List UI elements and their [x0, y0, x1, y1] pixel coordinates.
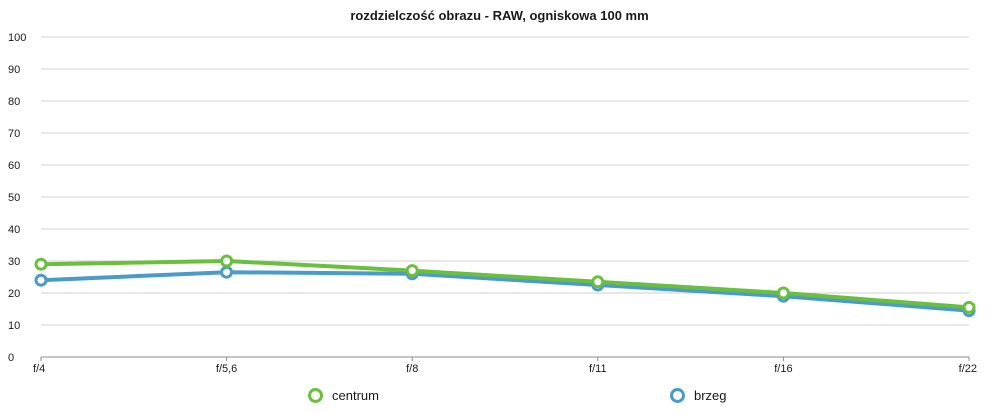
y-tick-label-100: 100 [8, 32, 26, 44]
point-centrum-2 [405, 264, 419, 278]
y-tick-label-70: 70 [8, 128, 20, 140]
legend-item-brzeg: brzeg [670, 388, 727, 403]
x-tick-label-3: f/11 [589, 363, 607, 375]
y-tick-label-20: 20 [8, 288, 20, 300]
legend-label-brzeg: brzeg [694, 388, 727, 403]
legend-label-centrum: centrum [332, 388, 379, 403]
point-centrum-0 [34, 257, 48, 271]
x-tick-label-4: f/16 [774, 363, 792, 375]
point-centrum-1 [220, 254, 234, 268]
y-tick-label-60: 60 [8, 160, 20, 172]
point-centrum-3 [591, 275, 605, 289]
y-tick-label-10: 10 [8, 320, 20, 332]
point-centrum-4 [776, 286, 790, 300]
y-tick-label-50: 50 [8, 192, 20, 204]
series-line-centrum [39, 259, 971, 310]
y-tick-label-90: 90 [8, 64, 20, 76]
y-tick-label-30: 30 [8, 256, 20, 268]
legend-marker-brzeg [670, 388, 685, 403]
series-line-brzeg [39, 270, 971, 313]
x-tick-label-2: f/8 [406, 363, 418, 375]
chart-title: rozdzielczość obrazu - RAW, ogniskowa 10… [350, 8, 649, 23]
x-tick-label-5: f/22 [959, 363, 977, 375]
legend-marker-centrum [308, 388, 323, 403]
y-tick-label-80: 80 [8, 96, 20, 108]
x-tick-label-1: f/5,6 [216, 363, 237, 375]
x-tick-label-0: f/4 [33, 363, 45, 375]
y-tick-label-40: 40 [8, 224, 20, 236]
y-tick-label-0: 0 [8, 352, 14, 364]
point-brzeg-1 [220, 265, 234, 279]
legend-item-centrum: centrum [308, 388, 379, 403]
point-centrum-5 [962, 300, 976, 314]
point-brzeg-0 [34, 273, 48, 287]
